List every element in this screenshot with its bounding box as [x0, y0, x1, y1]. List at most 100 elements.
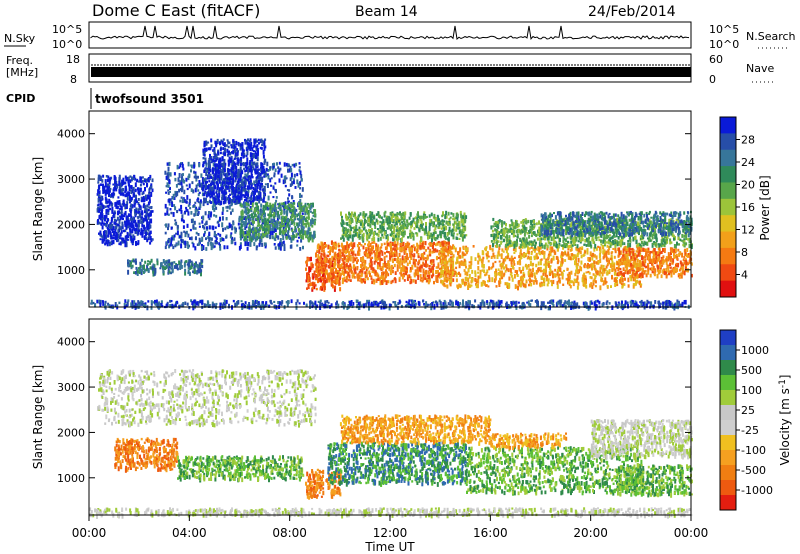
echo-cell [370, 264, 373, 270]
echo-cell [217, 220, 220, 224]
echo-cell [218, 192, 221, 198]
echo-cell [234, 194, 237, 199]
echo-cell [403, 227, 405, 230]
echo-cell [244, 199, 246, 202]
echo-cell [253, 138, 256, 144]
echo-cell [253, 234, 256, 240]
echo-cell [308, 257, 311, 262]
echo-cell [350, 300, 353, 303]
echo-cell [394, 243, 397, 248]
echo-cell [324, 242, 326, 246]
echo-cell [137, 201, 140, 205]
echo-cell [224, 178, 227, 181]
echo-cell [254, 202, 257, 205]
echo-cell [413, 227, 416, 230]
echo-cell [182, 225, 185, 229]
echo-cell [436, 249, 439, 253]
echo-cell [285, 205, 288, 210]
echo-cell [387, 264, 390, 267]
echo-cell [375, 255, 378, 260]
echo-cell [264, 212, 266, 217]
echo-cell [118, 200, 121, 205]
echo-cell [381, 221, 384, 225]
echo-cell [373, 231, 375, 236]
echo-cell [131, 189, 134, 194]
echo-cell [395, 248, 398, 253]
echo-cell [342, 277, 344, 283]
echo-cell [227, 180, 230, 183]
frequency-panel: Freq. [MHz] 18 8 60 0 Nave [6, 53, 774, 86]
echo-cell [254, 228, 257, 232]
echo-cell [209, 168, 212, 173]
echo-cell [105, 239, 108, 245]
echo-cell [431, 250, 434, 254]
echo-cell [180, 235, 183, 239]
echo-cell [277, 170, 280, 175]
echo-cell [244, 226, 247, 230]
echo-cell [348, 250, 351, 255]
echo-cell [117, 229, 120, 234]
echo-cell [316, 249, 319, 252]
echo-cell [240, 191, 243, 194]
echo-cell [399, 242, 402, 246]
echo-cell [401, 221, 404, 224]
echo-cell [294, 186, 297, 189]
echo-cell [106, 178, 109, 183]
echo-cell [254, 238, 257, 242]
echo-cell [168, 179, 171, 185]
echo-cell [109, 232, 112, 237]
echo-cell [238, 184, 241, 190]
echo-cell [208, 184, 211, 189]
echo-cell [447, 237, 450, 242]
echo-cell [398, 299, 401, 305]
echo-cell [250, 161, 253, 167]
echo-cell [424, 249, 427, 252]
echo-cell [178, 188, 181, 193]
echo-cell [132, 234, 135, 239]
echo-cell [365, 268, 368, 272]
echo-cell [246, 173, 249, 177]
echo-cell [164, 212, 167, 216]
echo-cell [369, 229, 372, 233]
echo-cell [188, 306, 191, 310]
echo-cell [233, 166, 236, 170]
echo-cell [288, 226, 290, 231]
echo-cell [431, 274, 433, 279]
echo-cell [187, 262, 190, 268]
echo-cell [360, 272, 363, 277]
echo-cell [349, 279, 352, 282]
echo-cell [232, 169, 235, 174]
echo-cell [364, 273, 367, 279]
echo-cell [218, 242, 221, 246]
echo-cell [380, 250, 383, 253]
echo-cell [105, 223, 108, 228]
echo-cell [400, 304, 403, 308]
echo-cell [192, 205, 195, 208]
echo-cell [305, 262, 308, 267]
echo-cell [237, 192, 240, 195]
echo-cell [182, 178, 185, 183]
echo-cell [98, 299, 101, 304]
echo-cell [209, 173, 212, 176]
echo-cell [206, 226, 208, 230]
echo-cell [197, 302, 200, 307]
echo-cell [240, 223, 243, 228]
echo-cell [166, 207, 169, 211]
echo-cell [429, 223, 432, 226]
echo-cell [196, 263, 199, 268]
echo-cell [323, 273, 326, 276]
echo-cell [106, 218, 109, 222]
echo-cell [193, 164, 196, 169]
echo-cell [445, 241, 448, 245]
echo-cell [337, 303, 340, 309]
echo-cell [204, 157, 207, 162]
echo-cell [233, 157, 236, 160]
echo-cell [214, 226, 217, 229]
echo-cell [244, 237, 247, 241]
echo-cell [437, 264, 440, 269]
echo-cell [121, 181, 124, 186]
echo-cell [354, 253, 357, 257]
echo-cell [106, 190, 109, 194]
echo-cell [127, 299, 130, 302]
echo-cell [191, 301, 194, 306]
